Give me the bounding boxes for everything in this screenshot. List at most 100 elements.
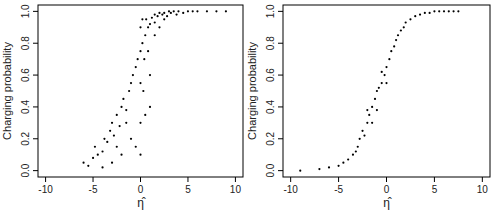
point bbox=[122, 98, 124, 100]
y-tick-label: 0.0 bbox=[20, 163, 31, 177]
x-tick bbox=[290, 177, 291, 182]
point bbox=[371, 106, 373, 108]
point bbox=[158, 26, 160, 28]
point bbox=[409, 18, 411, 20]
point bbox=[139, 122, 141, 124]
x-axis-label: η̂ bbox=[137, 196, 146, 210]
point bbox=[149, 23, 151, 25]
point bbox=[433, 10, 435, 12]
point bbox=[342, 162, 344, 164]
point bbox=[170, 12, 172, 14]
point bbox=[101, 150, 103, 152]
x-tick-label: -5 bbox=[89, 184, 98, 195]
point bbox=[175, 13, 177, 15]
y-tick-label: 0.4 bbox=[20, 100, 31, 114]
x-tick-label: 10 bbox=[230, 184, 242, 195]
point bbox=[359, 138, 361, 140]
y-tick bbox=[278, 11, 283, 12]
point bbox=[141, 18, 143, 20]
x-tick-label: 0 bbox=[384, 184, 390, 195]
plot-frame bbox=[38, 5, 243, 177]
point bbox=[82, 162, 84, 164]
point bbox=[405, 21, 407, 23]
y-tick bbox=[33, 11, 38, 12]
point bbox=[163, 12, 165, 14]
y-tick-label: 0.2 bbox=[20, 131, 31, 145]
point bbox=[299, 170, 301, 172]
point bbox=[142, 90, 144, 92]
point bbox=[92, 157, 94, 159]
point bbox=[166, 15, 168, 17]
point bbox=[97, 154, 99, 156]
point bbox=[225, 10, 227, 12]
point bbox=[206, 10, 208, 12]
point bbox=[328, 166, 330, 168]
x-tick bbox=[386, 177, 387, 182]
point bbox=[388, 58, 390, 60]
x-tick-label: 10 bbox=[477, 184, 489, 195]
point bbox=[106, 141, 108, 143]
point bbox=[139, 82, 141, 84]
y-tick-label: 0.8 bbox=[265, 36, 276, 50]
point bbox=[147, 26, 149, 28]
point bbox=[149, 74, 151, 76]
point bbox=[111, 122, 113, 124]
x-tick bbox=[482, 177, 483, 182]
point bbox=[374, 98, 376, 100]
x-tick-label: -10 bbox=[283, 184, 298, 195]
point bbox=[161, 13, 163, 15]
point bbox=[366, 122, 368, 124]
point bbox=[352, 154, 354, 156]
point bbox=[151, 17, 153, 19]
point bbox=[173, 10, 175, 12]
point bbox=[424, 12, 426, 14]
point bbox=[119, 125, 121, 127]
point bbox=[318, 168, 320, 170]
point bbox=[130, 82, 132, 84]
y-tick-label: 1.0 bbox=[20, 4, 31, 18]
points bbox=[82, 10, 227, 168]
point bbox=[109, 130, 111, 132]
point bbox=[113, 134, 115, 136]
y-tick bbox=[33, 75, 38, 76]
point bbox=[438, 10, 440, 12]
point bbox=[145, 18, 147, 20]
point bbox=[132, 74, 134, 76]
point bbox=[215, 10, 217, 12]
x-tick-label: 5 bbox=[185, 184, 191, 195]
point bbox=[158, 12, 160, 14]
point bbox=[111, 162, 113, 164]
point bbox=[177, 10, 179, 12]
panel: -10-505100.00.20.40.60.81.0η̂Charging pr… bbox=[246, 4, 490, 210]
point bbox=[366, 109, 368, 111]
point bbox=[125, 122, 127, 124]
y-tick bbox=[33, 170, 38, 171]
y-tick-label: 0.6 bbox=[265, 68, 276, 82]
point bbox=[120, 154, 122, 156]
y-tick-label: 0.0 bbox=[265, 163, 276, 177]
point bbox=[192, 10, 194, 12]
y-tick bbox=[278, 75, 283, 76]
point bbox=[139, 154, 141, 156]
x-tick bbox=[45, 177, 46, 182]
point bbox=[363, 134, 365, 136]
point bbox=[448, 10, 450, 12]
y-tick bbox=[33, 43, 38, 44]
point bbox=[141, 42, 143, 44]
y-axis-label: Charging probability bbox=[246, 42, 258, 140]
point bbox=[347, 158, 349, 160]
point bbox=[385, 66, 387, 68]
y-tick-label: 0.8 bbox=[20, 36, 31, 50]
point bbox=[397, 34, 399, 36]
point bbox=[381, 71, 383, 73]
point bbox=[139, 26, 141, 28]
plot-frame bbox=[283, 5, 490, 177]
point bbox=[371, 122, 373, 124]
y-tick bbox=[278, 170, 283, 171]
point bbox=[87, 165, 89, 167]
point bbox=[137, 58, 139, 60]
point bbox=[116, 114, 118, 116]
point bbox=[357, 146, 359, 148]
x-tick bbox=[140, 177, 141, 182]
point bbox=[103, 138, 105, 140]
